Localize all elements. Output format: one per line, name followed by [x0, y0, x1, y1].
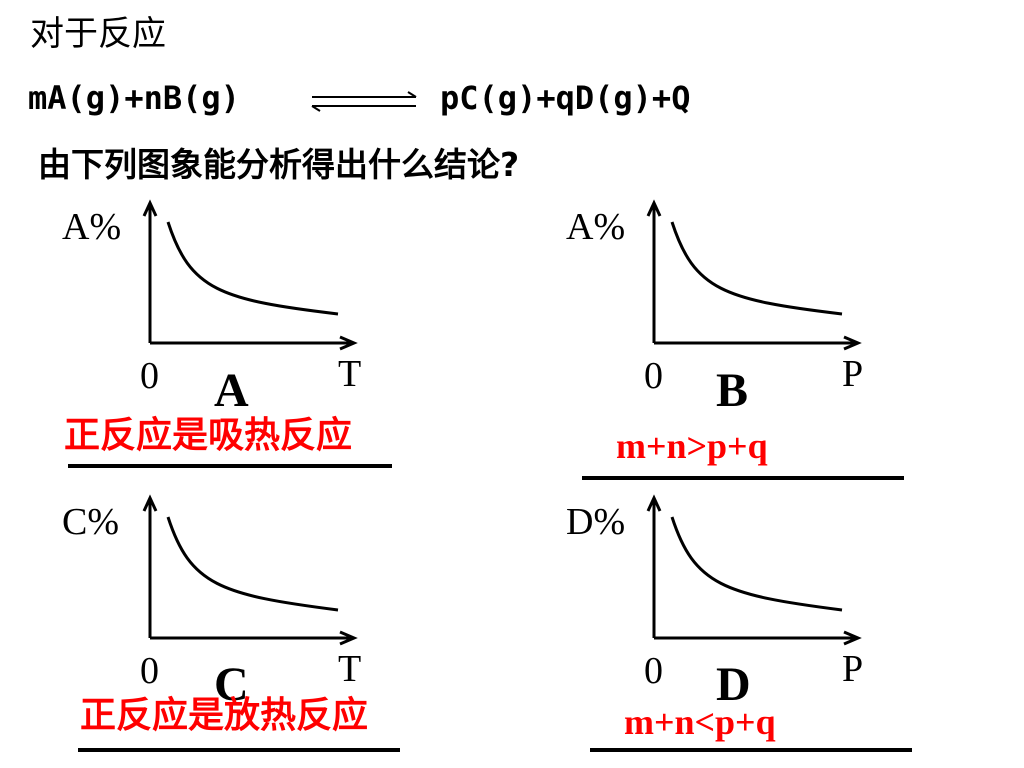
graph-b-answer: m+n>p+q [616, 426, 768, 466]
graph-c-ylabel: C% [62, 501, 119, 543]
graph-d-ylabel: D% [566, 501, 626, 543]
graph-d-answer-underline [590, 748, 912, 752]
question-text: 由下列图象能分析得出什么结论? [38, 145, 520, 184]
graph-b-answer-underline [582, 476, 904, 480]
graph-a-answer: 正反应是吸热反应 [64, 415, 353, 456]
slide-title: 对于反应 [30, 14, 166, 54]
graph-c-axes [142, 494, 358, 646]
graph-a-ylabel: A% [62, 206, 122, 248]
graph-a-curve [166, 221, 339, 316]
graph-c-answer: 正反应是放热反应 [80, 695, 369, 736]
graph-a-answer-underline [68, 464, 392, 468]
graph-b-curve [670, 221, 843, 316]
graph-b-xlabel: P [842, 353, 864, 395]
graph-c-answer-underline [78, 748, 400, 752]
graph-b-ylabel: A% [566, 206, 626, 248]
graph-a-axes [142, 199, 358, 351]
graph-b-letter: B [716, 364, 749, 417]
graph-a-letter: A [214, 364, 249, 417]
graph-d-origin: 0 [644, 650, 663, 692]
graph-c-xlabel: T [338, 648, 362, 690]
equation-right: pC(g)+qD(g)+Q [440, 79, 691, 117]
graph-d-answer: m+n<p+q [624, 702, 776, 742]
graph-c-curve [166, 516, 339, 612]
graph-d-axes [646, 494, 862, 646]
equation-left: mA(g)+nB(g) [28, 79, 240, 117]
graph-a-xlabel: T [338, 353, 362, 395]
graph-b-axes [646, 199, 862, 351]
graph-a-origin: 0 [140, 355, 159, 397]
graph-c-origin: 0 [140, 650, 159, 692]
graph-d-curve [670, 516, 843, 612]
graph-c-letter: C [214, 658, 249, 711]
graph-d-letter: D [716, 658, 751, 711]
graph-b-origin: 0 [644, 355, 663, 397]
reversible-arrow-icon [311, 91, 417, 112]
graph-d-xlabel: P [842, 648, 864, 690]
